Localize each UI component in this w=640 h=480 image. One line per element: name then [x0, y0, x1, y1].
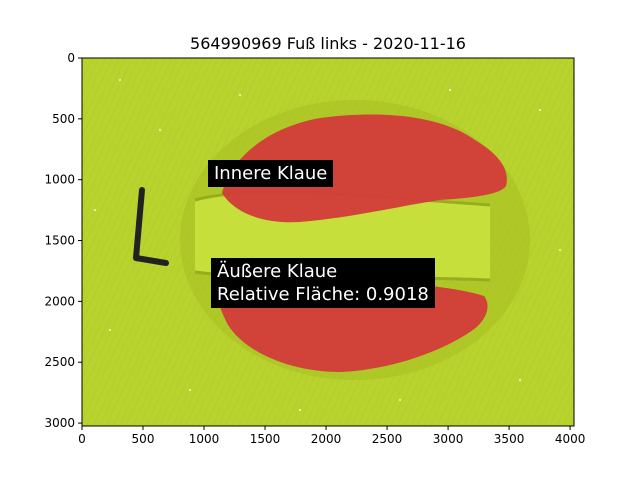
x-tick-label: 1500	[250, 432, 281, 446]
y-tick-label: 3000	[44, 416, 75, 430]
x-tick-label: 4000	[555, 432, 586, 446]
x-tick-label: 2000	[311, 432, 342, 446]
x-tick-label: 0	[78, 432, 86, 446]
y-tick-label: 2500	[44, 355, 75, 369]
x-tick-label: 3000	[433, 432, 464, 446]
fabric-specks	[93, 78, 562, 412]
y-tick-label: 1500	[44, 234, 75, 248]
inner-claw-label: Innere Klaue	[208, 160, 334, 187]
x-tick-label: 3500	[494, 432, 525, 446]
x-tick-label: 2500	[372, 432, 403, 446]
x-axis: 0 500 1000 1500 2000 2500 3000 3500 4000	[78, 426, 585, 446]
y-tick-label: 0	[67, 51, 75, 65]
x-tick-label: 1000	[189, 432, 220, 446]
inner-claw-mask	[222, 114, 507, 223]
y-tick-label: 500	[52, 112, 75, 126]
marker-letter-L	[133, 187, 169, 266]
outer-claw-label-line2: Relative Fläche: 0.9018	[217, 284, 429, 305]
y-tick-label: 1000	[44, 173, 75, 187]
y-axis: 0 500 1000 1500 2000 2500 3000	[44, 51, 82, 430]
x-tick-label: 500	[132, 432, 155, 446]
plot-title: 564990969 Fuß links - 2020-11-16	[190, 34, 466, 53]
y-tick-label: 2000	[44, 294, 75, 308]
outer-claw-label: Äußere Klaue Relative Fläche: 0.9018	[211, 258, 435, 308]
photo	[82, 58, 574, 426]
axes-frame	[81, 57, 575, 427]
inner-claw-label-text: Innere Klaue	[214, 163, 328, 184]
outer-claw-label-line1: Äußere Klaue	[217, 261, 338, 282]
